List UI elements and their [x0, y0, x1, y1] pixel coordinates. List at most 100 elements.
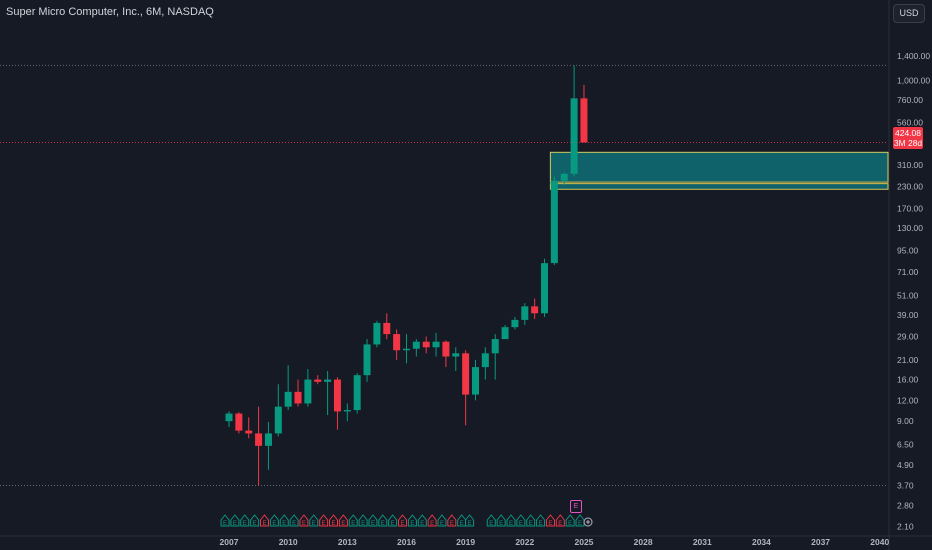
- x-tick-label-4: 2019: [456, 537, 475, 547]
- earnings-event-22[interactable]: [437, 514, 447, 527]
- earnings-event-7[interactable]: [289, 514, 299, 527]
- earnings-event-25[interactable]: [465, 514, 475, 527]
- earnings-event-23[interactable]: [447, 514, 457, 527]
- earnings-event-28[interactable]: [506, 514, 516, 527]
- earnings-event-label-23: E: [450, 521, 454, 527]
- earnings-event-19[interactable]: [407, 514, 417, 527]
- earnings-event-3[interactable]: [250, 514, 260, 527]
- candle-body-0[interactable]: [225, 413, 233, 422]
- candle-body-14[interactable]: [363, 344, 371, 376]
- x-tick-label-10: 2037: [811, 537, 830, 547]
- candle-body-19[interactable]: [412, 341, 420, 349]
- earnings-event-label-26: E: [489, 521, 493, 527]
- earnings-event-21[interactable]: [427, 514, 437, 527]
- candle-body-22[interactable]: [442, 341, 450, 357]
- candle-body-31[interactable]: [531, 306, 539, 314]
- candle-body-34[interactable]: [560, 173, 568, 181]
- candle-body-32[interactable]: [541, 263, 549, 314]
- earnings-marker-upcoming[interactable]: E: [570, 500, 582, 513]
- candle-body-28[interactable]: [501, 327, 509, 340]
- y-tick-label-16: 9.00: [897, 416, 914, 426]
- candle-body-27[interactable]: [491, 339, 499, 354]
- earnings-event-12[interactable]: [338, 514, 348, 527]
- candle-body-4[interactable]: [264, 433, 272, 446]
- support-zone-1: [549, 183, 889, 190]
- candle-body-23[interactable]: [452, 353, 460, 357]
- earnings-event-18[interactable]: [398, 514, 408, 527]
- earnings-event-29[interactable]: [516, 514, 526, 527]
- candle-body-36[interactable]: [580, 98, 588, 143]
- earnings-event-label-29: E: [519, 521, 523, 527]
- x-tick-label-3: 2016: [397, 537, 416, 547]
- earnings-event-2[interactable]: [240, 514, 250, 527]
- earnings-event-32[interactable]: [545, 514, 555, 527]
- candle-body-6[interactable]: [284, 391, 292, 407]
- earnings-event-0[interactable]: [220, 514, 230, 527]
- earnings-event-15[interactable]: [368, 514, 378, 527]
- earnings-event-17[interactable]: [388, 514, 398, 527]
- earnings-event-1[interactable]: [230, 514, 240, 527]
- earnings-event-16[interactable]: [378, 514, 388, 527]
- candle-body-18[interactable]: [402, 348, 410, 351]
- candle-body-13[interactable]: [353, 375, 361, 411]
- candle-body-15[interactable]: [373, 322, 381, 345]
- candle-body-10[interactable]: [324, 379, 332, 382]
- candle-body-20[interactable]: [422, 341, 430, 348]
- candle-body-3[interactable]: [255, 433, 263, 446]
- earnings-event-9[interactable]: [309, 514, 319, 527]
- earnings-event-33[interactable]: [555, 514, 565, 527]
- earnings-event-11[interactable]: [329, 514, 339, 527]
- candle-body-12[interactable]: [343, 410, 351, 412]
- candle-body-8[interactable]: [304, 379, 312, 404]
- earnings-event-20[interactable]: [417, 514, 427, 527]
- candle-body-11[interactable]: [333, 379, 341, 412]
- y-tick-label-5: 230.00: [897, 182, 923, 192]
- earnings-event-label-14: E: [361, 521, 365, 527]
- earnings-event-label-16: E: [381, 521, 385, 527]
- earnings-event-31[interactable]: [536, 514, 546, 527]
- earnings-event-label-9: E: [312, 521, 316, 527]
- earnings-event-8[interactable]: [299, 514, 309, 527]
- x-axis[interactable]: 2007 2010 2013 2016 2019 2022 2025 2028 2031 2034…: [220, 537, 890, 547]
- candle-body-21[interactable]: [432, 341, 440, 348]
- earnings-event-label-22: E: [440, 521, 444, 527]
- y-tick-label-18: 4.90: [897, 460, 914, 470]
- candle-body-26[interactable]: [481, 353, 489, 368]
- candle-body-24[interactable]: [462, 353, 470, 395]
- candle-body-5[interactable]: [274, 406, 282, 434]
- candle-body-35[interactable]: [570, 98, 578, 174]
- earnings-event-label-7: E: [292, 521, 296, 527]
- earnings-event-label-1: E: [233, 521, 237, 527]
- y-tick-label-14: 16.00: [897, 375, 919, 385]
- earnings-event-label-21: E: [430, 521, 434, 527]
- earnings-event-5[interactable]: [269, 514, 279, 527]
- earnings-event-4[interactable]: [259, 514, 269, 527]
- candle-body-2[interactable]: [245, 430, 253, 434]
- candle-body-25[interactable]: [472, 367, 479, 395]
- earnings-event-14[interactable]: [358, 514, 368, 527]
- y-tick-label-15: 12.00: [897, 395, 919, 405]
- earnings-event-34[interactable]: [565, 514, 575, 527]
- earnings-event-26[interactable]: [486, 514, 496, 527]
- earnings-event-10[interactable]: [319, 514, 329, 527]
- candle-body-9[interactable]: [314, 379, 322, 382]
- candle-body-33[interactable]: [550, 180, 558, 264]
- earnings-event-30[interactable]: [526, 514, 536, 527]
- candle-body-1[interactable]: [235, 413, 243, 431]
- candle-body-7[interactable]: [294, 391, 302, 404]
- y-tick-label-1: 1,000.00: [897, 75, 930, 85]
- candle-body-16[interactable]: [383, 322, 391, 335]
- candle-body-17[interactable]: [393, 334, 401, 351]
- y-axis[interactable]: 1,400.00 1,000.00 760.00 560.00 310.00 230.00…: [897, 51, 930, 531]
- earnings-event-6[interactable]: [279, 514, 289, 527]
- currency-button[interactable]: USD: [893, 4, 925, 23]
- earnings-event-27[interactable]: [496, 514, 506, 527]
- candle-body-29[interactable]: [511, 319, 519, 328]
- candle-body-30[interactable]: [521, 306, 529, 320]
- earnings-event-label-15: E: [371, 521, 375, 527]
- earnings-event-13[interactable]: [348, 514, 358, 527]
